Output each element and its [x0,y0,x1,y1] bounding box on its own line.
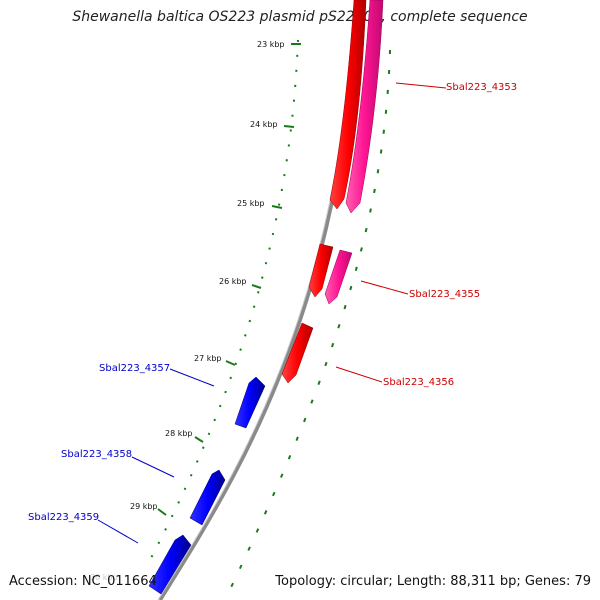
tick-mark-26 [251,284,262,289]
accession-text: Accession: NC_011664 [9,574,157,589]
gene-label-4355[interactable]: Sbal223_4355 [409,289,480,300]
tick-label-23: 23 kbp [257,40,285,49]
tick-mark-24 [283,125,295,128]
gene-label-4353[interactable]: Sbal223_4353 [446,82,517,93]
gene-sbal223-4357-arrow[interactable] [234,376,266,429]
gene-label-4358[interactable]: Sbal223_4358 [61,449,132,460]
tick-label-30: 30 kbp [90,573,118,582]
gene-sbal223-4359-arrow[interactable] [148,534,192,595]
plasmid-backbone-highlight [157,0,356,600]
leader-line-4356 [335,366,383,383]
tick-label-24: 24 kbp [250,120,278,129]
leader-line-4357 [169,368,215,387]
tick-label-27: 27 kbp [194,354,222,363]
gene-sbal223-4358-arrow[interactable] [189,469,226,526]
tick-label-26: 26 kbp [219,277,247,286]
tick-mark-28 [194,436,204,443]
tick-mark-25 [271,205,283,209]
leader-line-4355 [360,280,409,295]
gene-label-4356[interactable]: Sbal223_4356 [383,377,454,388]
tick-mark-29 [157,508,167,516]
gene-sbal223-4353-arrow[interactable] [329,0,367,210]
tick-mark-27 [225,360,236,366]
map-title: Shewanella baltica OS223 plasmid pS22301… [72,9,528,25]
leader-line-4353 [395,82,447,89]
tick-label-25: 25 kbp [237,199,265,208]
gene-sbal223-4355-pink-arrow[interactable] [324,249,353,305]
tick-label-29: 29 kbp [130,502,158,511]
major-ticks [157,43,301,516]
topology-summary-text: Topology: circular; Length: 88,311 bp; G… [275,574,591,589]
gene-label-4357[interactable]: Sbal223_4357 [99,363,170,374]
gene-sbal223-4353-pink-arrow[interactable] [345,0,384,214]
gene-sbal223-4355-arrow[interactable] [308,243,334,298]
tick-label-28: 28 kbp [165,429,193,438]
gene-label-4359[interactable]: Sbal223_4359 [28,512,99,523]
gene-sbal223-4356-arrow[interactable] [281,322,314,384]
leader-line-4358 [131,456,175,478]
leader-line-4359 [97,519,139,544]
